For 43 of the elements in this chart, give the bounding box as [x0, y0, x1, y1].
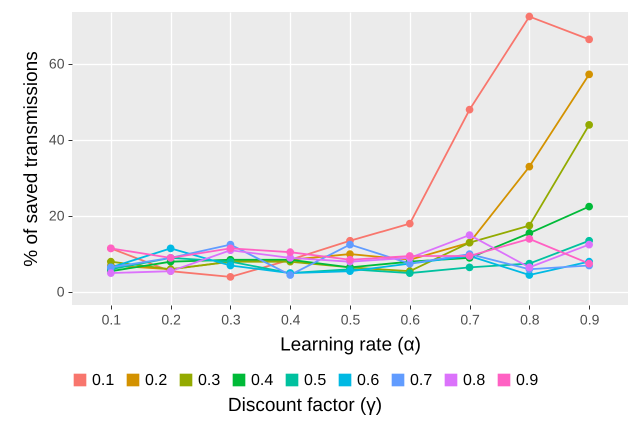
point: [466, 231, 474, 239]
legend-label: 0.9: [516, 372, 538, 389]
point: [525, 222, 534, 230]
x-tick-label: 0.5: [340, 312, 360, 328]
point: [226, 262, 234, 270]
point: [286, 248, 294, 256]
x-axis-title: Learning rate (α): [280, 334, 421, 356]
point: [585, 121, 594, 129]
point: [226, 273, 234, 281]
legend-label: 0.6: [357, 372, 380, 389]
x-tick-label: 0.7: [460, 312, 480, 328]
y-tick-label: 40: [48, 132, 65, 148]
legend-label: 0.2: [145, 372, 168, 389]
x-tick-label: 0.9: [580, 312, 600, 328]
x-tick-label: 0.8: [520, 312, 540, 328]
point: [525, 235, 534, 243]
x-tick-label: 0.2: [161, 312, 182, 328]
point: [166, 244, 175, 252]
x-tick-label: 0.3: [221, 312, 241, 328]
point: [585, 202, 594, 210]
y-tick-label: 60: [48, 56, 65, 72]
legend-label: 0.7: [410, 372, 432, 389]
y-axis-title: % of saved transmissions: [20, 51, 42, 267]
y-tick-label: 0: [56, 284, 65, 300]
point: [525, 12, 534, 20]
point: [466, 264, 474, 272]
x-tick-label: 0.4: [280, 312, 301, 328]
y-tick-label: 20: [48, 208, 65, 224]
legend-label: 0.5: [304, 372, 326, 389]
point: [346, 240, 354, 248]
legend-label: 0.3: [198, 372, 220, 389]
x-tick-label: 0.6: [400, 312, 420, 328]
legend-title: Discount factor (γ): [228, 395, 382, 416]
point: [466, 106, 474, 114]
legend-label: 0.8: [463, 372, 486, 389]
x-tick-label: 0.1: [102, 312, 122, 328]
point: [585, 70, 594, 78]
legend-label: 0.4: [251, 372, 274, 389]
point: [585, 240, 594, 248]
legend-label: 0.1: [92, 372, 114, 389]
point: [585, 35, 594, 44]
point: [525, 162, 534, 171]
point: [406, 220, 414, 228]
